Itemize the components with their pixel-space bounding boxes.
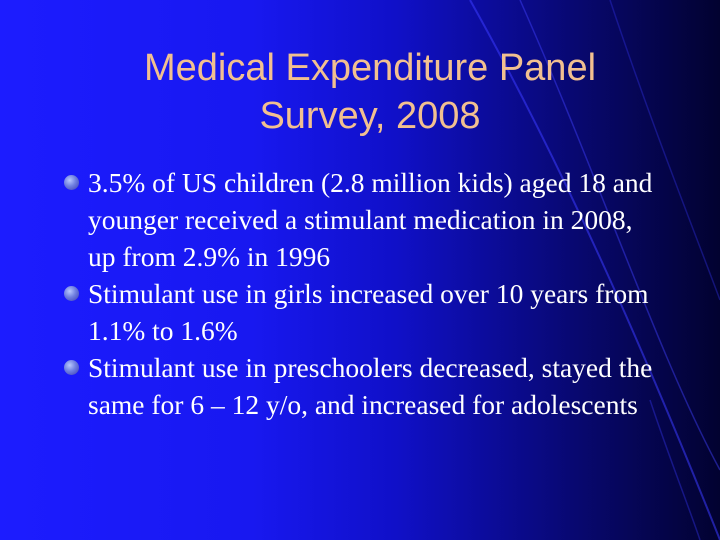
bullet-item: Stimulant use in preschoolers decreased,…: [62, 349, 662, 423]
bullet-text: Stimulant use in girls increased over 10…: [88, 278, 649, 346]
sphere-bullet-icon: [64, 286, 79, 301]
bullet-text: 3.5% of US children (2.8 million kids) a…: [88, 167, 653, 272]
bullet-list: 3.5% of US children (2.8 million kids) a…: [62, 164, 662, 423]
bullet-text: Stimulant use in preschoolers decreased,…: [88, 352, 653, 420]
slide-title-line-1: Medical Expenditure Panel: [143, 47, 597, 89]
sphere-bullet-icon: [64, 360, 79, 375]
slide-title-line-2: Survey, 2008: [259, 95, 481, 137]
slide-title: Medical Expenditure Panel Survey, 2008: [60, 44, 680, 140]
bullet-item: 3.5% of US children (2.8 million kids) a…: [62, 164, 662, 275]
sphere-bullet-icon: [64, 175, 79, 190]
bullet-item: Stimulant use in girls increased over 10…: [62, 275, 662, 349]
